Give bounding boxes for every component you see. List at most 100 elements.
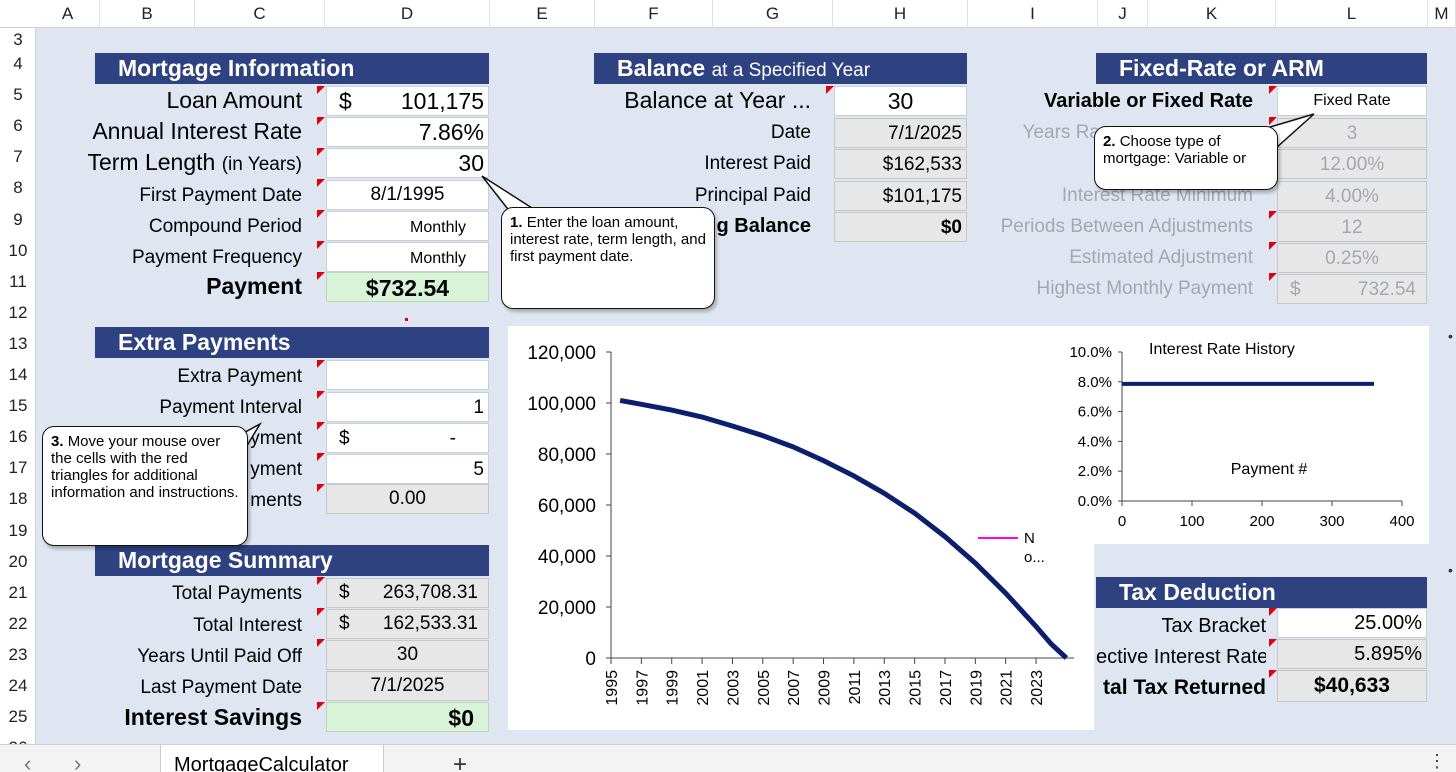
row-header-17[interactable]: 17 — [8, 458, 28, 478]
first-payment-cell[interactable]: 8/1/1995 — [326, 180, 489, 210]
note-indicator-icon[interactable] — [317, 702, 325, 710]
row-header-23[interactable]: 23 — [8, 644, 28, 664]
principal-paid-label: Principal Paid — [694, 185, 811, 206]
sheet-tab-mortgagecalculator[interactable]: MortgageCalculator — [160, 745, 384, 772]
note-indicator-icon[interactable] — [1269, 639, 1277, 647]
column-header-d[interactable]: D — [325, 0, 490, 28]
legend-label: N — [1024, 530, 1035, 547]
y-tick-label: 20,000 — [538, 598, 596, 619]
note-indicator-icon[interactable] — [1269, 670, 1277, 678]
note-indicator-icon[interactable] — [317, 422, 325, 430]
row-header-19[interactable]: 19 — [8, 520, 28, 540]
column-header-a[interactable]: A — [36, 0, 100, 28]
add-sheet-icon[interactable]: + — [453, 751, 468, 772]
remaining-balance-cell: $0 — [834, 212, 967, 242]
note-indicator-icon[interactable] — [317, 639, 325, 647]
column-header-k[interactable]: K — [1148, 0, 1276, 28]
frequency-select[interactable]: Monthly — [326, 242, 489, 272]
rate-cell[interactable]: 7.86% — [326, 117, 489, 147]
row-header-11[interactable]: 11 — [9, 271, 27, 291]
column-header-j[interactable]: J — [1098, 0, 1148, 28]
highest-payment-value: 732.54 — [1357, 279, 1416, 300]
row-header-5[interactable]: 5 — [13, 85, 23, 105]
note-indicator-icon[interactable] — [1269, 211, 1277, 219]
column-header-m[interactable]: M — [1428, 0, 1456, 28]
extra-payment-cell[interactable] — [326, 360, 489, 390]
row-header-8[interactable]: 8 — [13, 178, 23, 198]
highest-payment-cell: $732.54 — [1277, 274, 1427, 304]
note-indicator-icon[interactable] — [317, 241, 325, 249]
rate-type-select[interactable]: Fixed Rate — [1277, 86, 1427, 116]
loan-currency: $ — [339, 88, 352, 114]
tax-bracket-cell[interactable]: 25.00% — [1277, 608, 1427, 638]
balance-series-line — [619, 397, 1069, 660]
column-header-c[interactable]: C — [195, 0, 325, 28]
note-indicator-icon[interactable] — [1269, 86, 1277, 94]
row-header-14[interactable]: 14 — [8, 365, 28, 384]
balance-chart-background — [508, 326, 1094, 730]
row-header-18[interactable]: 18 — [8, 489, 28, 509]
row-header-22[interactable]: 22 — [8, 613, 28, 633]
note-indicator-icon[interactable] — [317, 391, 325, 399]
row-header-12[interactable]: 12 — [8, 302, 28, 322]
column-header-i[interactable]: I — [968, 0, 1098, 28]
note-indicator-icon[interactable] — [317, 453, 325, 461]
tab-prev-icon[interactable]: ‹ — [24, 751, 32, 772]
compound-select[interactable]: Monthly — [326, 211, 489, 241]
note-indicator-icon[interactable] — [317, 86, 325, 94]
row-header-4[interactable]: 4 — [13, 54, 23, 73]
note-indicator-icon[interactable] — [1269, 117, 1277, 125]
row-header-7[interactable]: 7 — [13, 147, 23, 167]
column-header-e[interactable]: E — [490, 0, 595, 28]
row-header-3[interactable]: 3 — [13, 30, 23, 49]
term-cell[interactable]: 30 — [326, 148, 489, 178]
row-header-9[interactable]: 9 — [13, 209, 23, 229]
note-indicator-icon[interactable] — [317, 179, 325, 187]
note-indicator-icon[interactable] — [317, 484, 325, 492]
row-header-16[interactable]: 16 — [8, 427, 28, 447]
balance-year-cell[interactable]: 30 — [834, 86, 967, 116]
note-indicator-icon[interactable] — [317, 577, 325, 585]
x-tick-label: 1997 — [634, 670, 651, 706]
column-header-f[interactable]: F — [595, 0, 713, 28]
row-header-13[interactable]: 13 — [8, 333, 28, 353]
tax-bracket-label: Tax Bracket — [1161, 615, 1266, 637]
x-tick-label: 2023 — [1029, 670, 1046, 706]
column-header-g[interactable]: G — [713, 0, 833, 28]
tab-next-icon[interactable]: › — [74, 751, 82, 772]
row-header-10[interactable]: 10 — [8, 240, 28, 260]
y-tick-label: 120,000 — [527, 343, 596, 364]
extra-row17-cell[interactable]: 5 — [326, 454, 489, 484]
payment-interval-cell[interactable]: 1 — [326, 392, 489, 422]
note-indicator-icon[interactable] — [317, 117, 325, 125]
first-payment-label: First Payment Date — [139, 185, 302, 206]
arm-title: Fixed-Rate or ARM — [1119, 55, 1324, 81]
sheet-tab-bar: ‹ › MortgageCalculator + ⋮ — [0, 744, 1456, 772]
payment-cell[interactable]: $732.54 — [326, 272, 489, 302]
row-header-15[interactable]: 15 — [8, 396, 28, 416]
note-indicator-icon[interactable] — [1269, 273, 1277, 281]
more-options-icon[interactable]: ⋮ — [1428, 751, 1446, 771]
rate-x-tick-label: 0 — [1118, 513, 1126, 530]
note-indicator-icon[interactable] — [317, 608, 325, 616]
extra-row16-cell[interactable]: $ - — [326, 423, 489, 453]
column-header-h[interactable]: H — [833, 0, 968, 28]
note-indicator-icon[interactable] — [317, 272, 325, 280]
row-header-25[interactable]: 25 — [8, 707, 28, 727]
row-header-20[interactable]: 20 — [8, 551, 28, 571]
rate-x-tick-label: 100 — [1179, 513, 1204, 530]
note-indicator-icon[interactable] — [1269, 242, 1277, 250]
row-header-24[interactable]: 24 — [8, 676, 28, 695]
term-label: Term Length (in Years) — [40, 149, 302, 176]
extra-payments-title: Extra Payments — [118, 329, 291, 355]
note-indicator-icon[interactable] — [1269, 608, 1277, 616]
row-header-21[interactable]: 21 — [8, 582, 28, 602]
note-indicator-icon[interactable] — [317, 148, 325, 156]
loan-amount-cell[interactable]: $101,175 — [326, 86, 489, 116]
note-indicator-icon[interactable] — [317, 360, 325, 368]
column-header-l[interactable]: L — [1276, 0, 1428, 28]
note-indicator-icon[interactable] — [826, 86, 834, 94]
row-header-6[interactable]: 6 — [13, 116, 23, 136]
note-indicator-icon[interactable] — [317, 210, 325, 218]
column-header-b[interactable]: B — [100, 0, 195, 28]
